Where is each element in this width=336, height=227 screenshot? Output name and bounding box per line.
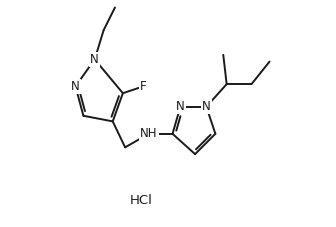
Text: NH: NH (140, 127, 158, 140)
Text: HCl: HCl (129, 194, 152, 207)
Text: N: N (176, 100, 185, 113)
Text: N: N (90, 53, 99, 66)
Text: N: N (202, 100, 211, 113)
Text: N: N (71, 80, 80, 93)
Text: F: F (140, 80, 146, 93)
